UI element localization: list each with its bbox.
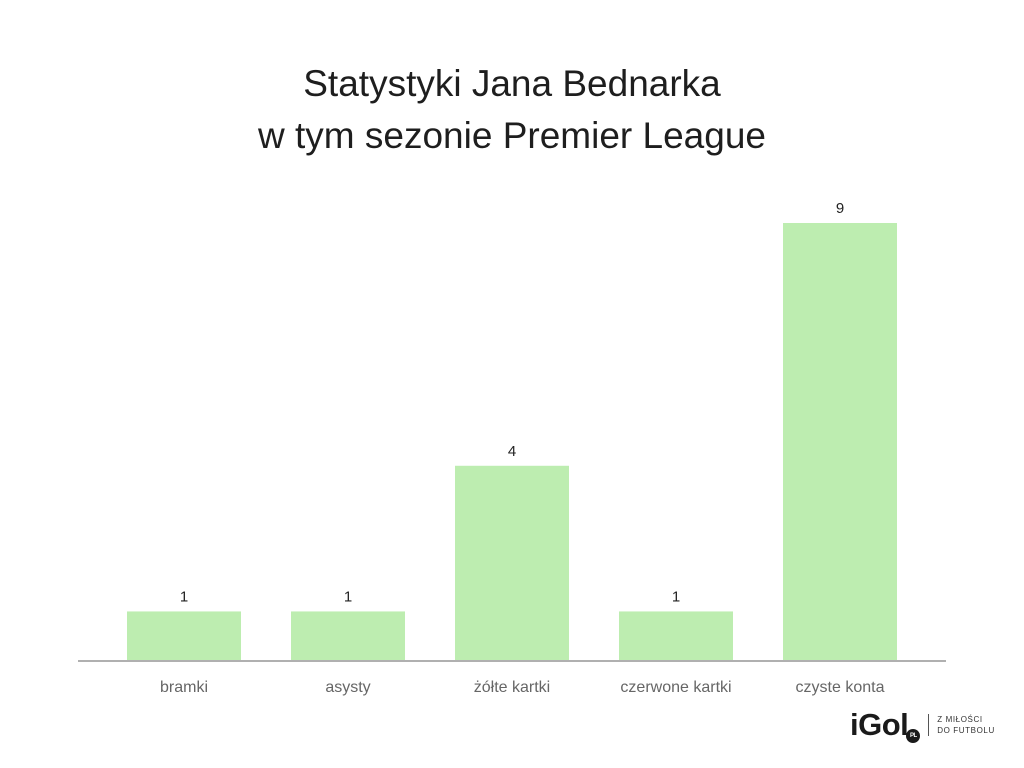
bar-0	[127, 611, 241, 660]
logo-mark: iGol PL	[850, 707, 921, 743]
data-label-0: 1	[180, 588, 188, 605]
category-label-1: asysty	[325, 679, 370, 696]
igol-logo: iGol PL Z MIŁOŚCI DO FUTBOLU	[850, 705, 995, 745]
chart-title-line-2: w tym sezonie Premier League	[258, 115, 766, 156]
data-label-1: 1	[344, 588, 352, 605]
data-label-4: 9	[836, 200, 844, 217]
category-label-4: czyste konta	[796, 679, 885, 696]
data-label-3: 1	[672, 588, 680, 605]
bar-1	[291, 611, 405, 660]
logo-wordmark: iGol	[850, 707, 909, 742]
data-label-2: 4	[508, 443, 516, 460]
bar-4	[783, 223, 897, 660]
chart-title-line-1: Statystyki Jana Bednarka	[303, 63, 721, 104]
category-label-0: bramki	[160, 679, 208, 696]
chart-title: Statystyki Jana Bednarka w tym sezonie P…	[0, 58, 1024, 162]
bar-2	[455, 465, 569, 660]
logo-divider	[928, 714, 930, 736]
category-label-3: czerwone kartki	[620, 679, 731, 696]
logo-tagline-line-2: DO FUTBOLU	[937, 726, 995, 735]
logo-tagline: Z MIŁOŚCI DO FUTBOLU	[937, 714, 995, 736]
category-label-2: żółte kartki	[474, 679, 550, 696]
logo-badge: PL	[906, 729, 921, 743]
logo-tagline-line-1: Z MIŁOŚCI	[937, 715, 983, 724]
bar-3	[619, 611, 733, 660]
